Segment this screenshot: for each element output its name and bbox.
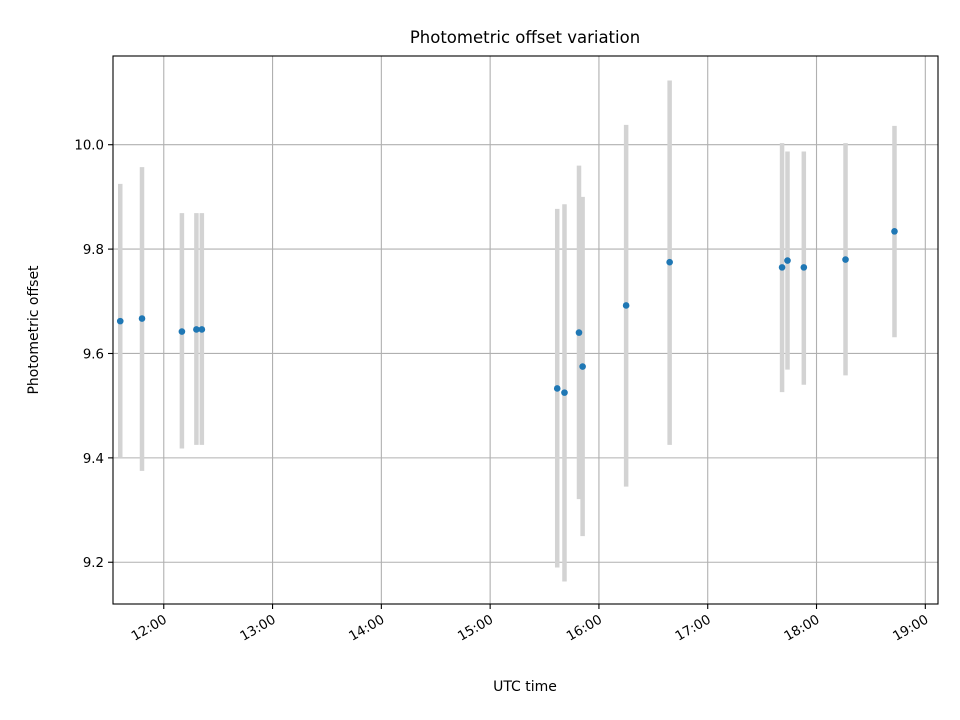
chart-title: Photometric offset variation <box>410 28 640 47</box>
plot-frame <box>112 55 939 605</box>
data-point <box>666 258 673 266</box>
data-point <box>800 264 808 271</box>
data-point <box>561 389 568 396</box>
y-tick-label: 9.8 <box>83 243 104 258</box>
data-point <box>575 329 583 336</box>
data-point <box>198 326 206 333</box>
data-point <box>778 264 786 271</box>
data-points <box>116 228 898 396</box>
data-point <box>193 326 200 333</box>
y-tick-label: 9.4 <box>83 452 104 467</box>
x-axis-label: UTC time <box>493 679 557 695</box>
data-point <box>891 228 898 235</box>
y-axis-ticks: 9.2 9.4 9.6 9.8 10.0 <box>74 139 113 571</box>
data-point <box>622 302 630 309</box>
data-point <box>553 385 561 392</box>
data-point <box>579 363 586 370</box>
y-tick-label: 9.6 <box>83 347 104 362</box>
data-point <box>784 257 791 264</box>
grid <box>113 56 938 604</box>
data-point <box>138 315 146 322</box>
data-point <box>842 256 849 263</box>
data-point <box>116 317 124 325</box>
data-point <box>178 328 186 335</box>
y-axis-label: Photometric offset <box>26 265 42 395</box>
y-tick-label: 9.2 <box>83 556 104 571</box>
y-tick-label: 10.0 <box>74 139 104 154</box>
